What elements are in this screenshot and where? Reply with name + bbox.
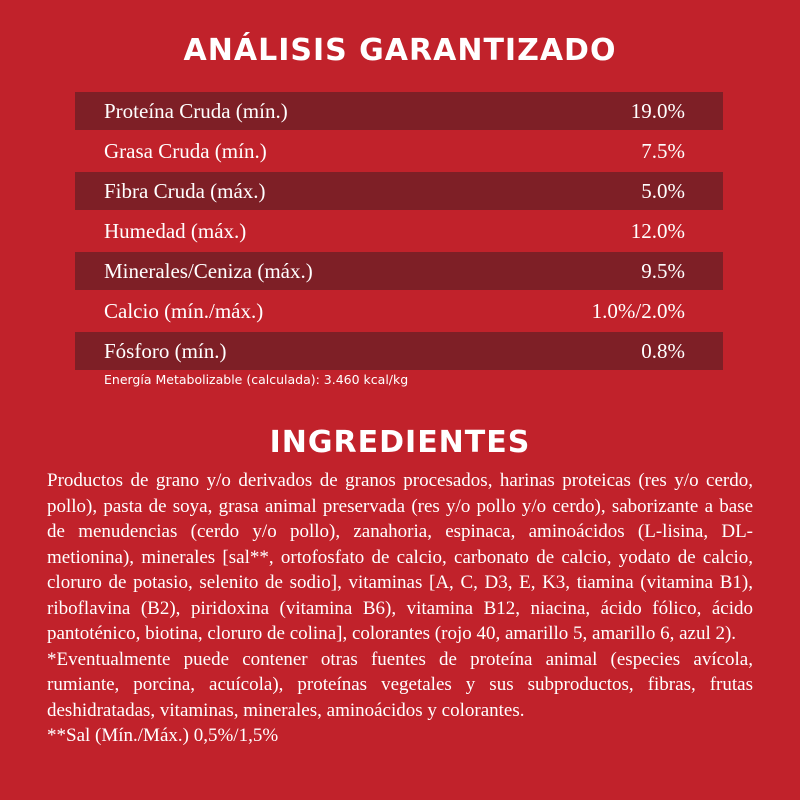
table-row: Minerales/Ceniza (máx.) 9.5% bbox=[75, 252, 723, 290]
analysis-title: ANÁLISIS GARANTIZADO bbox=[183, 33, 617, 68]
row-value: 7.5% bbox=[641, 138, 685, 163]
ingredients-body: Productos de grano y/o derivados de gran… bbox=[47, 468, 753, 749]
ingredients-title: INGREDIENTES bbox=[269, 425, 531, 460]
row-label: Proteína Cruda (mín.) bbox=[104, 98, 288, 123]
table-row: Fibra Cruda (máx.) 5.0% bbox=[75, 172, 723, 210]
row-value: 19.0% bbox=[630, 98, 685, 123]
table-row: Grasa Cruda (mín.) 7.5% bbox=[75, 132, 723, 170]
row-label: Grasa Cruda (mín.) bbox=[104, 138, 267, 163]
row-label: Fósforo (mín.) bbox=[104, 338, 227, 363]
energy-note: Energía Metabolizable (calculada): 3.460… bbox=[104, 372, 409, 387]
row-value: 1.0%/2.0% bbox=[591, 298, 685, 323]
row-value: 0.8% bbox=[641, 338, 685, 363]
ingredients-list: Productos de grano y/o derivados de gran… bbox=[47, 470, 753, 644]
table-row: Humedad (máx.) 12.0% bbox=[75, 212, 723, 250]
row-value: 5.0% bbox=[641, 178, 685, 203]
row-label: Fibra Cruda (máx.) bbox=[104, 178, 266, 203]
table-row: Fósforo (mín.) 0.8% bbox=[75, 332, 723, 370]
table-row: Proteína Cruda (mín.) 19.0% bbox=[75, 92, 723, 130]
row-label: Minerales/Ceniza (máx.) bbox=[104, 258, 313, 283]
row-value: 12.0% bbox=[630, 218, 685, 243]
row-value: 9.5% bbox=[641, 258, 685, 283]
table-row: Calcio (mín./máx.) 1.0%/2.0% bbox=[75, 292, 723, 330]
row-label: Calcio (mín./máx.) bbox=[104, 298, 264, 323]
row-label: Humedad (máx.) bbox=[104, 218, 247, 243]
ingredients-footnote: *Eventualmente puede contener otras fuen… bbox=[47, 648, 753, 721]
guaranteed-analysis-table: Proteína Cruda (mín.) 19.0% Grasa Cruda … bbox=[75, 92, 723, 372]
salt-footnote: **Sal (Mín./Máx.) 0,5%/1,5% bbox=[47, 725, 279, 746]
